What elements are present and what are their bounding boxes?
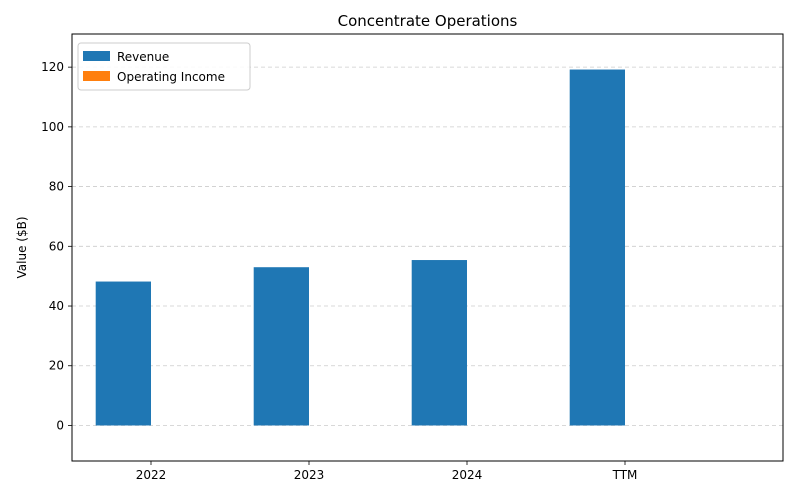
y-tick-label: 80 [49,180,64,194]
y-axis-label: Value ($B) [15,217,29,279]
x-axis-ticks: 2022 2023 2024 TTM [136,461,638,482]
y-tick-label: 40 [49,299,64,313]
chart-title: Concentrate Operations [338,12,518,30]
bar-revenue-2024 [411,260,467,426]
bar-revenue-2023 [253,267,309,426]
x-tick-label: 2023 [294,468,325,482]
bar-revenue-2022 [95,281,151,426]
bar-revenue-ttm [569,69,625,426]
legend-label: Revenue [117,50,169,64]
x-tick-label: TTM [612,468,638,482]
bars [95,69,625,426]
y-tick-label: 120 [41,60,64,74]
legend-label: Operating Income [117,70,225,84]
y-axis-ticks: 0 20 40 60 80 100 120 [41,60,72,432]
legend: Revenue Operating Income [77,42,251,91]
x-tick-label: 2022 [136,468,167,482]
legend-swatch [83,51,110,61]
legend-box [77,42,251,91]
legend-swatch [83,71,110,81]
x-tick-label: 2024 [452,468,483,482]
y-tick-label: 0 [56,418,64,432]
y-tick-label: 60 [49,239,64,253]
y-tick-label: 20 [49,359,64,373]
plot-frame [71,33,784,462]
y-tick-label: 100 [41,120,64,134]
